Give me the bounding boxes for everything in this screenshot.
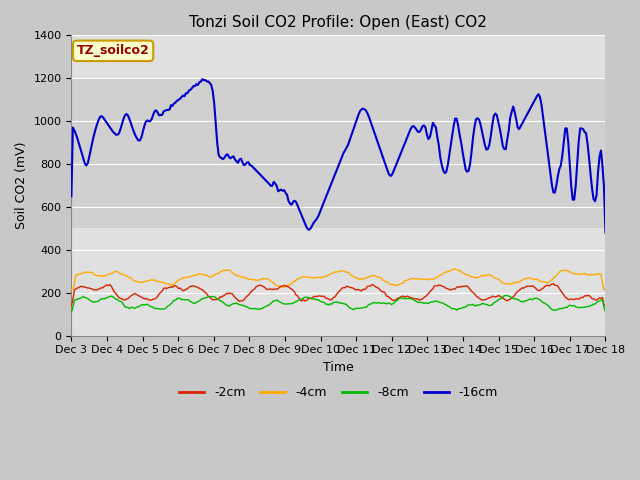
- Text: TZ_soilco2: TZ_soilco2: [77, 44, 150, 57]
- X-axis label: Time: Time: [323, 361, 354, 374]
- Bar: [72, 78, 605, 228]
- Y-axis label: Soil CO2 (mV): Soil CO2 (mV): [15, 142, 28, 229]
- Title: Tonzi Soil CO2 Profile: Open (East) CO2: Tonzi Soil CO2 Profile: Open (East) CO2: [189, 15, 487, 30]
- Legend: -2cm, -4cm, -8cm, -16cm: -2cm, -4cm, -8cm, -16cm: [174, 382, 503, 405]
